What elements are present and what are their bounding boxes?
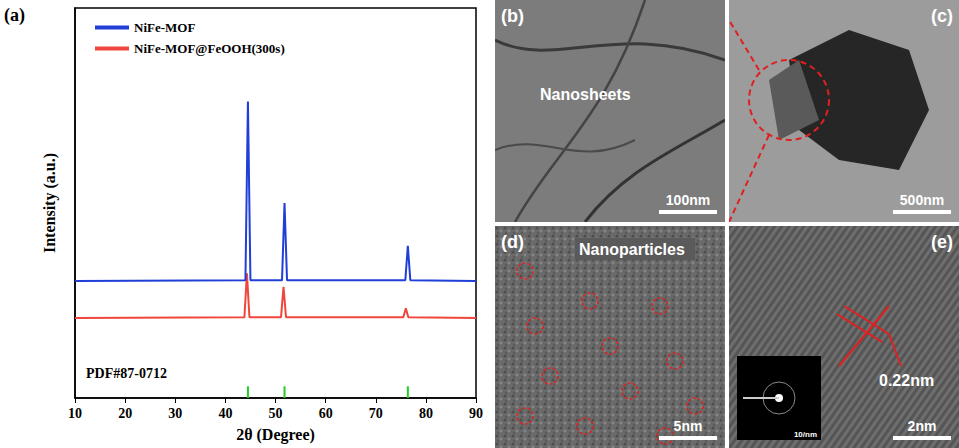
svg-text:(a): (a) xyxy=(4,5,25,26)
svg-text:(c): (c) xyxy=(931,6,953,26)
svg-text:NiFe-MOF@FeOOH(300s): NiFe-MOF@FeOOH(300s) xyxy=(134,41,285,56)
svg-text:NiFe-MOF: NiFe-MOF xyxy=(134,20,195,35)
svg-text:PDF#87-0712: PDF#87-0712 xyxy=(86,366,167,381)
svg-text:10: 10 xyxy=(68,406,82,421)
svg-text:(e): (e) xyxy=(931,232,953,252)
svg-text:40: 40 xyxy=(218,406,232,421)
svg-text:60: 60 xyxy=(319,406,333,421)
svg-text:100nm: 100nm xyxy=(666,192,710,208)
svg-text:2nm: 2nm xyxy=(908,418,937,434)
svg-text:Intensity (a.u.): Intensity (a.u.) xyxy=(41,153,59,253)
svg-text:30: 30 xyxy=(168,406,182,421)
svg-text:10/nm: 10/nm xyxy=(794,430,817,439)
svg-text:90: 90 xyxy=(469,406,483,421)
svg-text:50: 50 xyxy=(269,406,283,421)
svg-text:(b): (b) xyxy=(501,6,524,26)
svg-text:20: 20 xyxy=(118,406,132,421)
svg-text:70: 70 xyxy=(369,406,383,421)
svg-text:2θ (Degree): 2θ (Degree) xyxy=(236,426,315,444)
svg-text:Nanosheets: Nanosheets xyxy=(540,86,631,103)
svg-text:Nanoparticles: Nanoparticles xyxy=(579,241,685,258)
svg-text:5nm: 5nm xyxy=(674,418,703,434)
svg-text:80: 80 xyxy=(419,406,433,421)
svg-text:0.22nm: 0.22nm xyxy=(879,372,934,389)
svg-text:500nm: 500nm xyxy=(900,192,944,208)
svg-text:(d): (d) xyxy=(501,232,524,252)
